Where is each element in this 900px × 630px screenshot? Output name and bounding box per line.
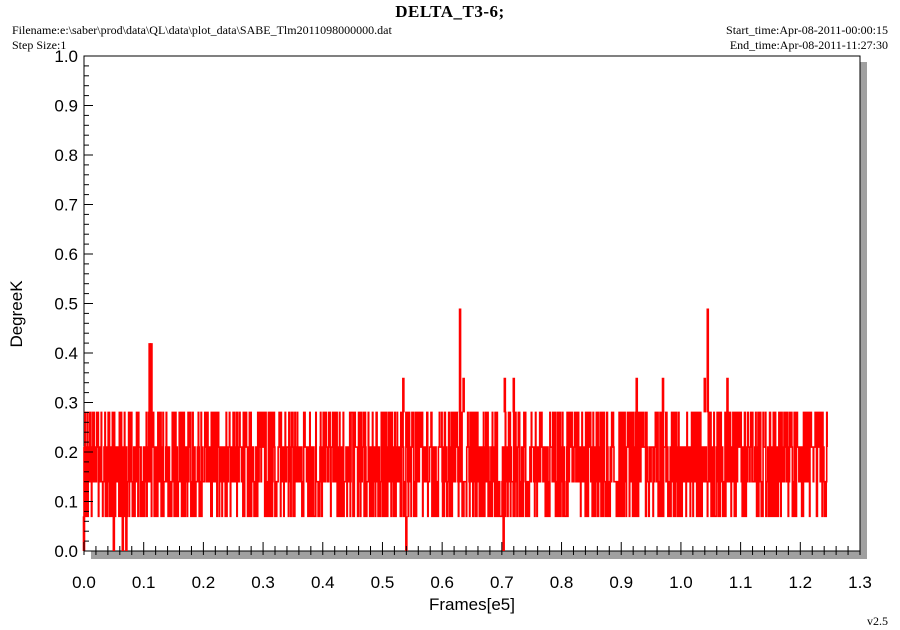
y-tick-label: 0.4 — [54, 344, 78, 363]
y-tick-label: 0.2 — [54, 443, 78, 462]
y-tick-label: 0.5 — [54, 295, 78, 314]
x-tick-label: 0.6 — [430, 573, 454, 592]
x-tick-label: 0.5 — [371, 573, 395, 592]
x-tick-label: 1.0 — [669, 573, 693, 592]
y-tick-label: 0.8 — [54, 146, 78, 165]
x-tick-label: 1.1 — [729, 573, 753, 592]
x-tick-label: 0.2 — [192, 573, 216, 592]
y-tick-label: 0.1 — [54, 493, 78, 512]
x-axis-label: Frames[e5] — [429, 595, 515, 614]
series-layer — [82, 308, 828, 551]
x-tick-label: 0.0 — [72, 573, 96, 592]
x-tick-label: 0.8 — [550, 573, 574, 592]
x-tick-label: 0.9 — [609, 573, 633, 592]
y-tick-label: 0.3 — [54, 394, 78, 413]
x-tick-label: 1.2 — [788, 573, 812, 592]
x-tick-label: 0.1 — [132, 573, 156, 592]
y-tick-label: 1.0 — [54, 47, 78, 66]
y-tick-label: 0.7 — [54, 196, 78, 215]
step-size-label: Step Size:1 — [12, 38, 67, 52]
y-tick-label: 0.0 — [54, 542, 78, 561]
y-axis-label: DegreeK — [7, 280, 26, 348]
x-tick-label: 0.3 — [251, 573, 275, 592]
start-time-label: Start_time:Apr-08-2011-00:00:15 — [726, 23, 888, 37]
x-tick-label: 1.3 — [848, 573, 872, 592]
chart-title: DELTA_T3-6; — [395, 2, 505, 21]
x-tick-label: 0.4 — [311, 573, 335, 592]
x-tick-label: 0.7 — [490, 573, 514, 592]
series-trace — [83, 411, 828, 518]
y-tick-label: 0.9 — [54, 97, 78, 116]
axis-layer: 0.0 0.1 0.2 0.3 0.4 0.5 0.6 0.7 0.8 0.9 1.0 0.0 0.1 0… — [54, 47, 871, 592]
end-time-label: End_time:Apr-08-2011-11:27:30 — [729, 38, 888, 52]
y-tick-label: 0.6 — [54, 245, 78, 264]
version-label: v2.5 — [867, 614, 888, 628]
filename-label: Filename:e:\saber\prod\data\QL\data\plot… — [12, 23, 392, 37]
